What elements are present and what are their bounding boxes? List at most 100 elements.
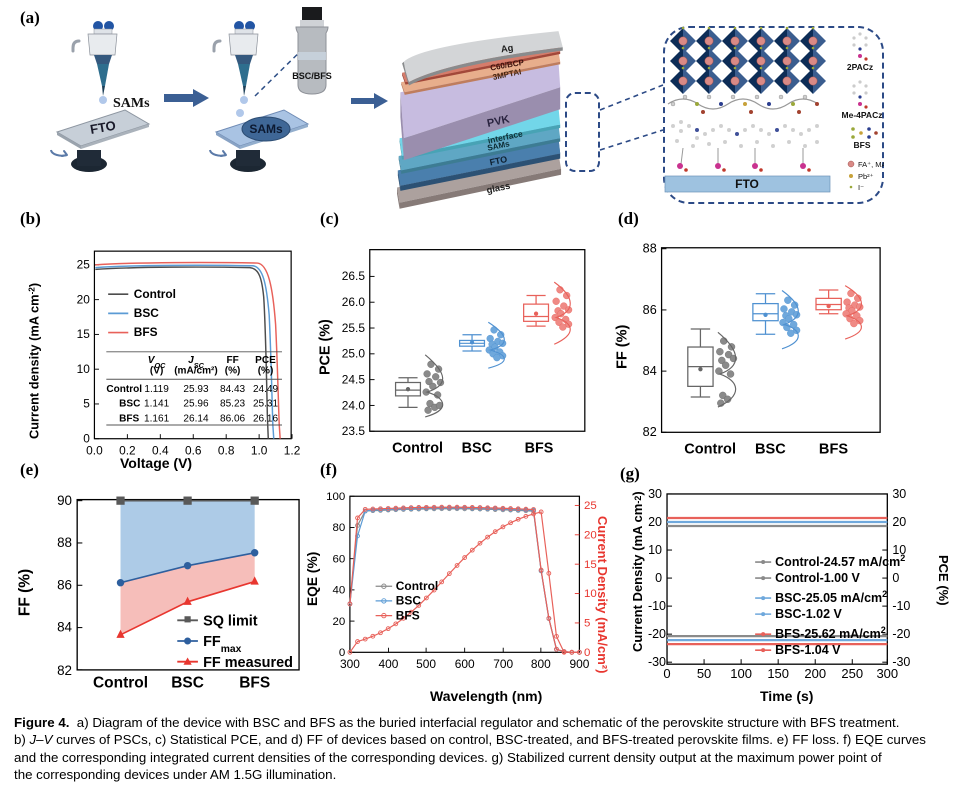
svg-text:25.96: 25.96	[183, 398, 209, 409]
svg-text:FF: FF	[226, 355, 238, 366]
svg-text:BSC: BSC	[171, 675, 204, 692]
svg-text:88: 88	[642, 242, 656, 256]
svg-text:60: 60	[333, 553, 346, 565]
svg-text:BSC: BSC	[461, 441, 491, 457]
svg-text:Control: Control	[392, 441, 443, 457]
svg-text:2PACz: 2PACz	[847, 62, 873, 72]
svg-text:Control-1.00 V: Control-1.00 V	[775, 571, 860, 585]
svg-text:-10: -10	[647, 599, 665, 613]
svg-text:26.16: 26.16	[253, 413, 279, 424]
svg-text:5: 5	[83, 396, 90, 410]
svg-text:I⁻: I⁻	[858, 183, 864, 192]
svg-text:26.0: 26.0	[341, 295, 365, 309]
svg-text:BFS: BFS	[239, 675, 270, 692]
svg-text:84: 84	[57, 620, 72, 635]
svg-text:26.5: 26.5	[341, 270, 365, 284]
svg-text:SAMs: SAMs	[249, 122, 283, 136]
svg-text:BFS: BFS	[119, 413, 139, 424]
svg-text:25.0: 25.0	[341, 347, 365, 361]
svg-text:Control: Control	[106, 384, 142, 395]
svg-text:84: 84	[642, 364, 656, 378]
svg-text:88: 88	[57, 535, 72, 550]
svg-text:Me-4PACz: Me-4PACz	[842, 110, 883, 120]
svg-text:100: 100	[326, 491, 345, 503]
svg-text:200: 200	[804, 666, 826, 681]
svg-text:FF (%): FF (%)	[16, 569, 33, 616]
svg-text:Pb²⁺: Pb²⁺	[858, 172, 874, 181]
svg-text:25.93: 25.93	[183, 384, 209, 395]
svg-text:Control: Control	[93, 675, 148, 692]
svg-text:20: 20	[333, 616, 346, 628]
svg-text:25.5: 25.5	[341, 321, 365, 335]
svg-text:150: 150	[767, 666, 789, 681]
svg-text:30: 30	[648, 486, 662, 500]
svg-text:82: 82	[642, 425, 656, 439]
svg-text:BSC-25.05 mA/cm2: BSC-25.05 mA/cm2	[775, 589, 887, 605]
svg-text:Control-24.57 mA/cm2: Control-24.57 mA/cm2	[775, 553, 905, 569]
svg-text:23.5: 23.5	[341, 424, 365, 438]
svg-text:24.5: 24.5	[341, 373, 365, 387]
svg-text:BFS: BFS	[524, 441, 553, 457]
svg-text:800: 800	[531, 657, 551, 671]
svg-text:FTO: FTO	[735, 177, 759, 191]
svg-text:0: 0	[655, 571, 662, 585]
svg-text:SQ limit: SQ limit	[203, 614, 258, 630]
svg-text:FA⁺, MA⁺, Cs⁺: FA⁺, MA⁺, Cs⁺	[858, 160, 884, 169]
svg-text:700: 700	[493, 657, 513, 671]
svg-text:Current density (mA cm-2): Current density (mA cm-2)	[27, 283, 42, 439]
svg-text:25.31: 25.31	[253, 398, 279, 409]
svg-text:BSC: BSC	[396, 593, 422, 607]
svg-text:24.49: 24.49	[253, 384, 279, 395]
svg-text:(%): (%)	[225, 366, 241, 377]
svg-text:10: 10	[77, 362, 91, 376]
svg-text:-10: -10	[892, 599, 910, 613]
svg-text:PCE: PCE	[255, 355, 276, 366]
svg-text:50: 50	[696, 666, 710, 681]
svg-text:BSC-1.02 V: BSC-1.02 V	[775, 607, 842, 621]
svg-text:Control: Control	[684, 442, 736, 458]
svg-text:86: 86	[57, 578, 72, 593]
svg-text:30: 30	[892, 486, 906, 500]
svg-text:BFS-25.62 mA/cm2: BFS-25.62 mA/cm2	[775, 625, 886, 641]
svg-text:80: 80	[333, 522, 346, 534]
svg-text:Control: Control	[396, 579, 438, 593]
svg-text:100: 100	[730, 666, 752, 681]
svg-text:85.23: 85.23	[220, 398, 246, 409]
svg-text:1.141: 1.141	[144, 398, 170, 409]
svg-text:20: 20	[77, 292, 91, 306]
svg-text:BSC: BSC	[755, 442, 786, 458]
svg-text:1.119: 1.119	[144, 384, 169, 395]
svg-text:400: 400	[379, 657, 399, 671]
svg-text:24.0: 24.0	[341, 399, 365, 413]
svg-text:BSC/BFS: BSC/BFS	[292, 71, 332, 81]
svg-text:FF (%): FF (%)	[614, 325, 630, 370]
svg-text:0.0: 0.0	[86, 443, 103, 457]
svg-text:86: 86	[642, 303, 656, 317]
svg-text:40: 40	[333, 584, 346, 596]
svg-text:0: 0	[892, 571, 899, 585]
svg-text:84.43: 84.43	[220, 384, 246, 395]
svg-text:0.8: 0.8	[218, 443, 235, 457]
svg-text:BFS-1.04 V: BFS-1.04 V	[775, 643, 841, 657]
svg-text:1.0: 1.0	[251, 443, 268, 457]
svg-text:FF measured: FF measured	[203, 655, 293, 671]
svg-text:-20: -20	[647, 627, 665, 641]
svg-text:300: 300	[876, 666, 898, 681]
svg-text:25: 25	[77, 257, 91, 271]
svg-text:15: 15	[77, 327, 91, 341]
svg-text:500: 500	[416, 657, 436, 671]
svg-text:Ag: Ag	[500, 43, 514, 55]
svg-text:(mA/cm²): (mA/cm²)	[174, 366, 218, 377]
svg-text:BSC: BSC	[119, 398, 140, 409]
svg-text:90: 90	[57, 493, 72, 508]
svg-text:PCE (%): PCE (%)	[317, 319, 333, 375]
svg-text:300: 300	[340, 657, 360, 671]
svg-text:BFS: BFS	[818, 442, 847, 458]
svg-text:1.161: 1.161	[144, 413, 170, 424]
svg-text:0: 0	[663, 666, 670, 681]
svg-text:86.06: 86.06	[220, 413, 246, 424]
svg-text:10: 10	[648, 543, 662, 557]
svg-text:BSC: BSC	[134, 306, 159, 320]
svg-text:26.14: 26.14	[183, 413, 209, 424]
svg-text:-20: -20	[892, 627, 910, 641]
